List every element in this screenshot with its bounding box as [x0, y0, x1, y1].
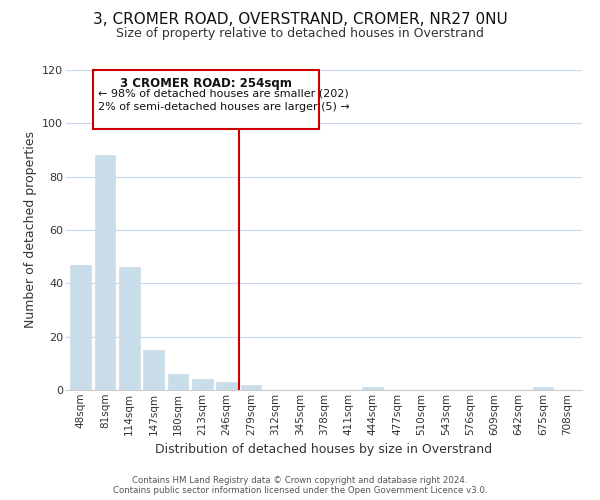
Bar: [167, 374, 188, 390]
Bar: [95, 156, 115, 390]
Text: ← 98% of detached houses are smaller (202): ← 98% of detached houses are smaller (20…: [98, 88, 349, 99]
X-axis label: Distribution of detached houses by size in Overstrand: Distribution of detached houses by size …: [155, 443, 493, 456]
Text: Contains HM Land Registry data © Crown copyright and database right 2024.: Contains HM Land Registry data © Crown c…: [132, 476, 468, 485]
FancyBboxPatch shape: [93, 70, 319, 128]
Text: Size of property relative to detached houses in Overstrand: Size of property relative to detached ho…: [116, 28, 484, 40]
Bar: [192, 380, 212, 390]
Bar: [241, 384, 262, 390]
Bar: [216, 382, 237, 390]
Text: 3, CROMER ROAD, OVERSTRAND, CROMER, NR27 0NU: 3, CROMER ROAD, OVERSTRAND, CROMER, NR27…: [92, 12, 508, 28]
Text: 3 CROMER ROAD: 254sqm: 3 CROMER ROAD: 254sqm: [120, 76, 292, 90]
Text: Contains public sector information licensed under the Open Government Licence v3: Contains public sector information licen…: [113, 486, 487, 495]
Bar: [362, 388, 383, 390]
Bar: [119, 268, 140, 390]
Y-axis label: Number of detached properties: Number of detached properties: [23, 132, 37, 328]
Bar: [70, 264, 91, 390]
Bar: [533, 388, 553, 390]
Bar: [143, 350, 164, 390]
Text: 2% of semi-detached houses are larger (5) →: 2% of semi-detached houses are larger (5…: [98, 102, 349, 112]
